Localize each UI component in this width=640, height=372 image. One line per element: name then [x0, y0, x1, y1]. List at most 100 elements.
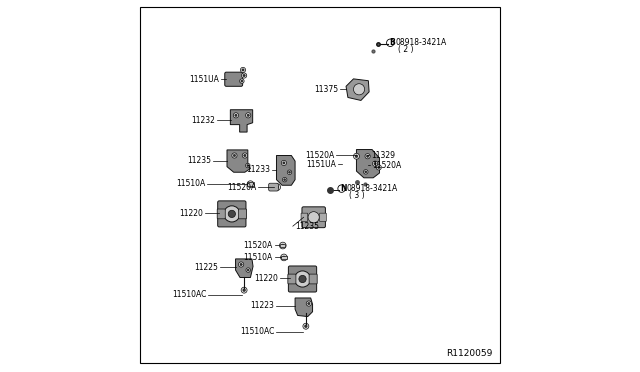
Text: 11223: 11223 [250, 301, 274, 310]
Polygon shape [276, 155, 295, 185]
Circle shape [243, 74, 245, 77]
Text: 11220: 11220 [180, 209, 204, 218]
Circle shape [283, 162, 285, 164]
Text: 11520A: 11520A [227, 183, 256, 192]
FancyBboxPatch shape [288, 274, 296, 284]
Circle shape [280, 242, 286, 249]
Text: 11510AC: 11510AC [172, 291, 207, 299]
Circle shape [365, 171, 367, 173]
Text: 11510A: 11510A [243, 253, 273, 262]
FancyBboxPatch shape [289, 266, 317, 292]
Text: 11233: 11233 [246, 165, 271, 174]
Circle shape [243, 289, 245, 291]
Text: 11520A: 11520A [372, 161, 401, 170]
Circle shape [235, 114, 237, 116]
FancyBboxPatch shape [302, 207, 325, 228]
FancyBboxPatch shape [217, 209, 225, 219]
Polygon shape [230, 110, 253, 132]
Circle shape [239, 262, 244, 267]
Polygon shape [295, 298, 312, 317]
Circle shape [246, 163, 250, 168]
Circle shape [280, 254, 287, 261]
Circle shape [308, 212, 319, 223]
FancyBboxPatch shape [281, 256, 287, 259]
Circle shape [241, 73, 246, 78]
FancyBboxPatch shape [246, 182, 254, 186]
Circle shape [234, 154, 236, 157]
Text: 08918-3421A: 08918-3421A [346, 184, 397, 193]
Circle shape [378, 166, 380, 169]
Text: ( 3 ): ( 3 ) [349, 191, 365, 200]
Circle shape [289, 171, 291, 173]
Text: 11329: 11329 [371, 151, 395, 160]
FancyBboxPatch shape [280, 244, 285, 247]
Text: 11235: 11235 [294, 222, 319, 231]
Circle shape [364, 170, 368, 174]
Circle shape [274, 184, 280, 190]
FancyBboxPatch shape [269, 183, 278, 191]
Text: 11225: 11225 [194, 263, 218, 272]
Circle shape [355, 155, 358, 157]
Circle shape [282, 177, 287, 182]
Circle shape [299, 275, 306, 283]
FancyBboxPatch shape [225, 72, 243, 86]
Circle shape [243, 153, 248, 158]
Circle shape [246, 113, 251, 118]
FancyBboxPatch shape [309, 274, 317, 284]
Circle shape [374, 163, 376, 165]
FancyBboxPatch shape [218, 201, 246, 227]
Circle shape [247, 269, 249, 271]
Circle shape [282, 256, 285, 259]
FancyBboxPatch shape [239, 209, 246, 219]
Circle shape [294, 271, 310, 287]
Polygon shape [346, 79, 369, 100]
Circle shape [306, 301, 312, 306]
Circle shape [228, 210, 236, 218]
Circle shape [353, 153, 360, 159]
Text: 08918-3421A: 08918-3421A [395, 38, 446, 47]
Text: 11510AC: 11510AC [240, 327, 275, 336]
Circle shape [276, 186, 278, 189]
Text: 11232: 11232 [191, 116, 215, 125]
Circle shape [240, 263, 242, 266]
Text: 1151UA: 1151UA [189, 75, 219, 84]
Text: 11375: 11375 [314, 85, 338, 94]
Circle shape [287, 170, 292, 174]
Circle shape [365, 154, 370, 159]
Text: 1151UA: 1151UA [306, 160, 336, 169]
Circle shape [241, 287, 247, 293]
Circle shape [247, 114, 250, 116]
Circle shape [308, 302, 310, 305]
Text: R1120059: R1120059 [447, 349, 493, 358]
Text: 11510A: 11510A [176, 179, 205, 188]
Text: ( 2 ): ( 2 ) [398, 45, 413, 54]
Circle shape [242, 69, 244, 71]
Text: 11520A: 11520A [243, 241, 273, 250]
Circle shape [246, 268, 250, 272]
Text: 11220: 11220 [255, 274, 278, 283]
Polygon shape [227, 150, 250, 172]
Text: 11235: 11235 [187, 156, 211, 165]
Circle shape [239, 79, 244, 83]
Circle shape [303, 323, 309, 329]
Circle shape [376, 165, 381, 170]
Circle shape [282, 244, 284, 247]
Circle shape [284, 179, 285, 181]
Circle shape [282, 160, 287, 166]
Polygon shape [236, 259, 253, 278]
Circle shape [247, 164, 249, 167]
Circle shape [305, 325, 307, 327]
Circle shape [224, 206, 240, 222]
Circle shape [247, 181, 254, 187]
Text: B: B [389, 38, 395, 47]
Circle shape [244, 154, 246, 157]
Polygon shape [356, 150, 380, 178]
Circle shape [367, 155, 369, 157]
FancyBboxPatch shape [319, 213, 326, 221]
Circle shape [353, 84, 365, 95]
Circle shape [241, 67, 246, 73]
FancyBboxPatch shape [301, 213, 308, 221]
Circle shape [234, 113, 239, 118]
Circle shape [249, 183, 252, 186]
Text: N: N [340, 184, 347, 193]
